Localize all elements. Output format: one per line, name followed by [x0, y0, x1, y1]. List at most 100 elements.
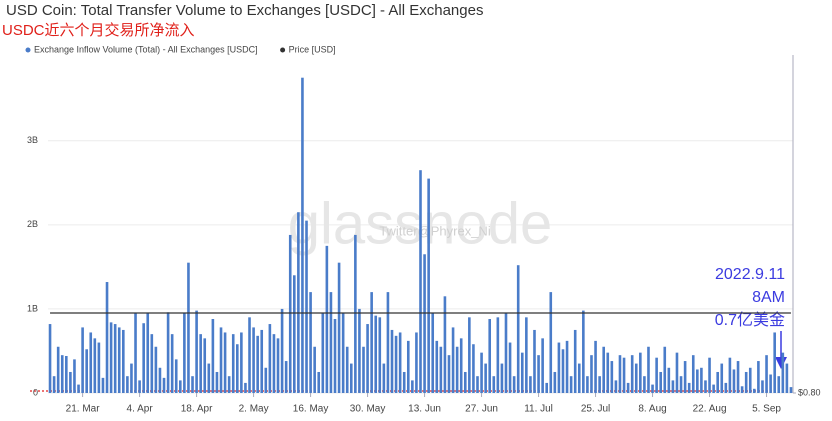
bar	[525, 317, 528, 393]
bar	[606, 352, 610, 393]
bar	[337, 262, 341, 393]
bar	[761, 380, 764, 393]
bar	[683, 361, 687, 393]
x-tick-label: 22. Aug	[693, 404, 727, 415]
bar	[675, 352, 679, 393]
bar	[219, 327, 223, 393]
bar	[146, 313, 150, 393]
bar	[655, 357, 658, 393]
bar	[529, 376, 532, 393]
bar	[305, 220, 308, 393]
bar	[207, 363, 211, 393]
x-tick-label: 13. Jun	[408, 404, 441, 415]
bar	[712, 384, 715, 393]
bar	[496, 317, 500, 393]
bar	[769, 374, 772, 393]
bar	[476, 376, 479, 393]
bar	[634, 363, 638, 393]
bar	[500, 363, 504, 393]
bar	[663, 346, 667, 393]
bar	[93, 338, 97, 393]
bar	[748, 367, 752, 393]
bar	[158, 367, 162, 393]
bar	[427, 178, 430, 393]
bar	[614, 380, 618, 393]
bar	[622, 357, 626, 393]
bar	[480, 352, 483, 393]
bar	[73, 359, 76, 393]
bar	[647, 346, 650, 393]
bar	[700, 367, 703, 393]
bar	[415, 332, 418, 393]
x-tick-label: 21. Mar	[66, 404, 101, 415]
bar	[406, 340, 410, 393]
bar	[301, 77, 304, 394]
bar	[569, 376, 573, 393]
bar	[240, 332, 243, 393]
bar	[297, 212, 300, 393]
bar	[736, 361, 740, 393]
x-tick-label: 2. May	[239, 404, 269, 415]
bar	[252, 327, 255, 393]
x-tick-label: 4. Apr	[127, 404, 154, 415]
bar	[411, 380, 414, 393]
annotation: 2022.9.11	[715, 266, 785, 283]
bar	[561, 349, 565, 393]
bar	[696, 369, 699, 393]
bar	[105, 282, 109, 393]
bar	[48, 324, 52, 393]
bar	[610, 361, 614, 393]
bar	[179, 380, 182, 393]
bar	[789, 387, 793, 393]
bar	[516, 265, 520, 393]
bar	[557, 342, 561, 393]
bar	[89, 332, 93, 393]
y-tick-label: 1B	[27, 303, 38, 313]
bar	[459, 338, 463, 393]
bar	[533, 329, 536, 393]
bar	[504, 313, 508, 393]
chart-title: USD Coin: Total Transfer Volume to Excha…	[6, 2, 483, 19]
bar	[378, 317, 382, 393]
bar	[56, 346, 60, 393]
bar	[341, 313, 345, 393]
x-tick-label: 27. Jun	[465, 404, 498, 415]
bar	[97, 342, 101, 393]
bar	[345, 346, 349, 393]
bar	[777, 376, 781, 393]
bar	[333, 319, 337, 393]
bar	[81, 327, 84, 393]
bar	[447, 355, 451, 393]
bar	[321, 313, 325, 393]
bar	[101, 377, 105, 393]
bar	[374, 315, 378, 393]
bar	[773, 332, 776, 393]
bar	[577, 363, 581, 393]
bar	[150, 334, 154, 393]
bar	[435, 340, 439, 393]
bar	[113, 324, 117, 393]
annotation: 8AM	[752, 289, 785, 306]
bar	[545, 382, 549, 393]
bar	[272, 334, 276, 393]
bar	[439, 346, 443, 393]
bar	[488, 319, 492, 393]
bar	[724, 382, 728, 393]
bar	[349, 363, 353, 393]
bar	[785, 363, 789, 393]
bar	[626, 382, 630, 393]
bar	[166, 312, 170, 393]
bar	[358, 308, 361, 393]
bar	[69, 371, 72, 393]
bar	[187, 262, 190, 393]
bar	[142, 323, 145, 393]
bar	[390, 329, 394, 393]
bar	[154, 346, 158, 393]
bar	[292, 275, 296, 393]
bar	[541, 338, 544, 393]
bar	[573, 329, 577, 393]
bar	[744, 371, 748, 393]
annotation: 0.7亿美金	[715, 311, 785, 329]
bar	[765, 355, 768, 393]
bar	[191, 376, 194, 393]
